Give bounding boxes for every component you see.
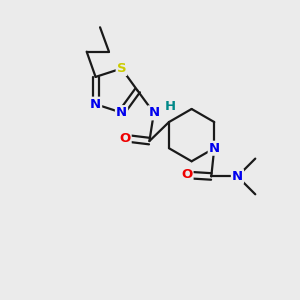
Text: N: N <box>116 106 127 119</box>
Text: O: O <box>181 169 193 182</box>
Text: H: H <box>165 100 176 113</box>
Text: N: N <box>209 142 220 155</box>
Text: N: N <box>232 170 243 183</box>
Text: N: N <box>90 98 101 111</box>
Text: N: N <box>148 106 159 119</box>
Text: S: S <box>117 62 126 75</box>
Text: O: O <box>119 132 131 145</box>
